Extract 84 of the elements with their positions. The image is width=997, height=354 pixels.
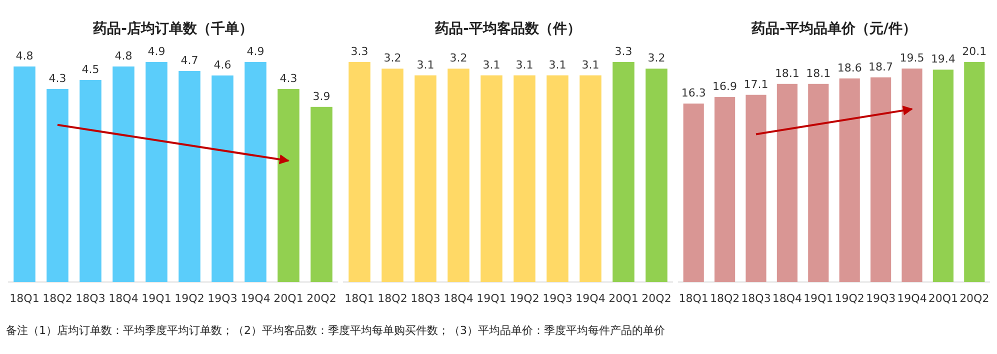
bar — [932, 70, 954, 282]
data-label: 18.6 — [837, 61, 862, 74]
data-label: 3.1 — [516, 58, 534, 72]
data-label: 4.3 — [280, 72, 298, 85]
bar — [212, 75, 234, 282]
data-label: 3.1 — [548, 58, 566, 72]
data-label: 16.9 — [712, 80, 738, 94]
bar — [146, 62, 168, 282]
data-label: 4.3 — [48, 72, 66, 85]
x-tick-label: 18Q1 — [344, 292, 374, 305]
x-tick-label: 19Q4 — [897, 292, 927, 305]
x-tick-label: 18Q3 — [410, 292, 440, 305]
bar — [683, 104, 704, 282]
chart-title: 药品-平均客品数（件） — [434, 20, 581, 37]
data-label: 3.2 — [450, 52, 468, 65]
x-tick-label: 18Q2 — [378, 292, 408, 305]
x-tick-label: 18Q1 — [678, 292, 708, 305]
x-tick-label: 19Q1 — [804, 292, 834, 305]
x-tick-label: 19Q1 — [142, 292, 172, 305]
bar — [746, 94, 766, 282]
x-tick-label: 19Q4 — [240, 292, 270, 305]
x-tick-label: 18Q4 — [772, 292, 802, 305]
data-label: 4.6 — [214, 58, 232, 72]
data-label: 18.7 — [868, 60, 894, 74]
data-label: 16.3 — [681, 86, 706, 100]
x-tick-label: 19Q3 — [866, 292, 896, 305]
data-label: 4.9 — [148, 45, 166, 58]
bar — [902, 68, 922, 282]
x-tick-label: 18Q3 — [741, 292, 771, 305]
bar — [80, 80, 102, 282]
chart-title: 药品-平均品单价（元/件） — [750, 21, 916, 37]
x-tick-label: 20Q1 — [274, 292, 304, 305]
bar — [776, 84, 798, 282]
bar — [112, 66, 134, 282]
data-label: 19.5 — [900, 52, 924, 65]
x-tick-label: 20Q2 — [306, 292, 336, 305]
bar — [870, 77, 892, 282]
bar — [244, 62, 266, 282]
data-label: 4.5 — [82, 62, 100, 76]
bar — [46, 88, 68, 282]
data-label: 18.1 — [774, 66, 800, 80]
bar — [839, 78, 860, 282]
data-label: 20.1 — [962, 45, 987, 58]
data-label: 4.7 — [180, 54, 198, 67]
data-label: 3.3 — [614, 45, 632, 58]
data-label: 4.8 — [114, 49, 132, 62]
x-tick-label: 19Q2 — [834, 292, 864, 305]
x-tick-label: 19Q3 — [542, 292, 572, 305]
x-tick-label: 20Q1 — [608, 292, 638, 305]
data-label: 19.4 — [930, 52, 956, 66]
data-label: 3.2 — [648, 52, 666, 65]
x-tick-label: 19Q1 — [476, 292, 506, 305]
bar — [964, 62, 985, 282]
data-label: 3.1 — [482, 58, 500, 72]
data-label: 17.1 — [744, 78, 768, 91]
data-label: 3.1 — [416, 58, 434, 72]
data-label: 3.9 — [312, 90, 330, 103]
data-label: 3.3 — [350, 45, 368, 58]
x-tick-label: 19Q2 — [174, 292, 204, 305]
bar — [178, 70, 200, 282]
text: 备注（1）店均订单数：平均季度平均订单数；（2）平均客品数：季度平均每单购买件数；（3）平均品单价：季度平均每件产品的单价 — [6, 324, 665, 337]
x-tick-label: 18Q3 — [76, 292, 106, 305]
data-label: 3.1 — [582, 58, 600, 72]
x-tick-label: 20Q2 — [642, 292, 672, 305]
x-tick-label: 20Q1 — [928, 292, 958, 305]
bar — [14, 66, 36, 282]
data-label: 3.2 — [384, 52, 402, 65]
data-label: 4.8 — [16, 49, 34, 62]
bar — [714, 97, 736, 282]
x-tick-label: 18Q2 — [42, 292, 72, 305]
x-tick-label: 18Q4 — [108, 292, 138, 305]
x-tick-label: 19Q3 — [208, 292, 238, 305]
bar — [278, 88, 300, 282]
x-tick-label: 18Q1 — [10, 292, 40, 305]
x-tick-label: 19Q2 — [510, 292, 540, 305]
x-tick-label: 18Q2 — [710, 292, 740, 305]
x-tick-label: 20Q2 — [960, 292, 990, 305]
bar — [808, 84, 829, 282]
x-tick-label: 18Q4 — [444, 292, 474, 305]
x-tick-label: 19Q4 — [576, 292, 606, 305]
bar — [310, 106, 332, 282]
chart-title: 药品-店均订单数（千单） — [92, 20, 253, 37]
data-label: 4.9 — [246, 45, 264, 58]
data-label: 18.1 — [806, 66, 831, 80]
